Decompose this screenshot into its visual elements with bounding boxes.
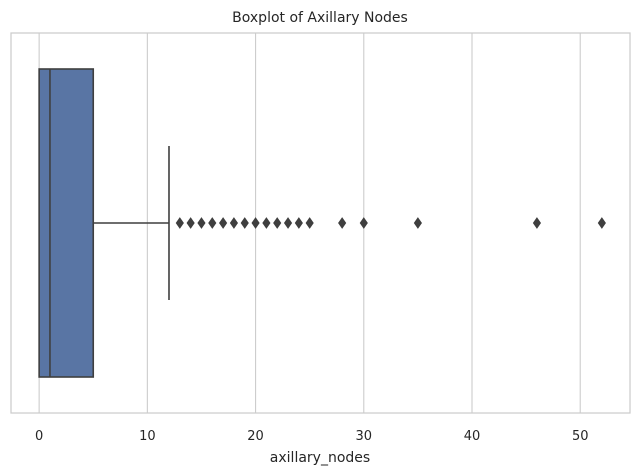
outlier-point-20 (251, 217, 260, 229)
outlier-point-21 (262, 217, 271, 229)
outlier-point-30 (359, 217, 368, 229)
box-group (38, 68, 170, 378)
outlier-point-28 (338, 217, 347, 229)
outlier-points (175, 217, 606, 229)
outlier-point-25 (305, 217, 314, 229)
outlier-point-19 (240, 217, 249, 229)
x-tick-label-20: 20 (247, 429, 264, 444)
outlier-point-17 (219, 217, 228, 229)
outlier-point-13 (175, 217, 184, 229)
x-tick-labels: 0 10 20 30 40 50 (35, 429, 588, 444)
x-axis-label: axillary_nodes (270, 450, 370, 466)
outlier-point-46 (532, 217, 542, 229)
chart-title: Boxplot of Axillary Nodes (232, 10, 408, 26)
outlier-point-16 (208, 217, 217, 229)
outlier-point-14 (186, 217, 195, 229)
outlier-point-23 (283, 217, 293, 229)
x-tick-label-0: 0 (35, 429, 43, 444)
x-tick-label-40: 40 (464, 429, 481, 444)
outlier-point-24 (294, 217, 303, 229)
plot-frame (10, 32, 631, 414)
outlier-point-52 (597, 217, 606, 229)
x-tick-label-50: 50 (572, 429, 589, 444)
outlier-point-22 (273, 217, 282, 229)
outlier-point-35 (413, 217, 422, 229)
iqr-box (38, 68, 95, 378)
outlier-point-18 (229, 217, 239, 229)
outlier-point-15 (197, 217, 206, 229)
x-tick-label-30: 30 (356, 429, 373, 444)
x-tick-label-10: 10 (139, 429, 156, 444)
